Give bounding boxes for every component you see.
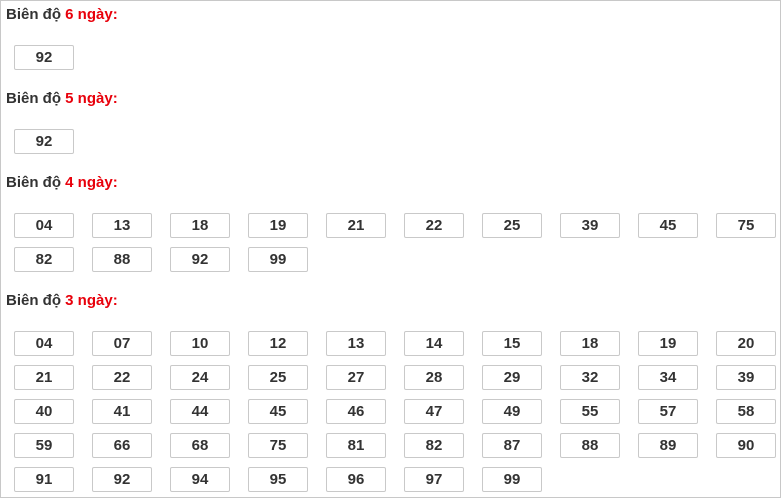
number-box: 25	[482, 213, 542, 238]
number-box: 04	[14, 213, 74, 238]
number-box: 32	[560, 365, 620, 390]
number-box: 88	[92, 247, 152, 272]
number-box: 66	[92, 433, 152, 458]
number-box: 82	[14, 247, 74, 272]
number-box: 40	[14, 399, 74, 424]
number-box: 99	[482, 467, 542, 492]
bien-do-section: Biên độ 4 ngày: 04 13 18 19 21 22 25 39 45 75 82 88 9…	[1, 174, 780, 272]
number-box: 92	[170, 247, 230, 272]
number-box: 81	[326, 433, 386, 458]
number-box: 27	[326, 365, 386, 390]
section-title-prefix: Biên độ	[6, 174, 61, 191]
number-box: 45	[248, 399, 308, 424]
bien-do-section: Biên độ 3 ngày: 04 07 10 12 13 14 15 18 19 20 21 22 2…	[1, 292, 780, 492]
section-title-prefix: Biên độ	[6, 90, 61, 107]
number-list: 04 13 18 19 21 22 25 39 45 75 82 88 92 99	[1, 213, 780, 272]
number-box: 21	[326, 213, 386, 238]
number-box: 99	[248, 247, 308, 272]
number-list: 92	[1, 45, 780, 70]
number-box: 89	[638, 433, 698, 458]
number-list: 04 07 10 12 13 14 15 18 19 20 21 22 24 25 27 28 29 32 34 39…	[1, 331, 780, 492]
number-box: 92	[14, 129, 74, 154]
number-box: 44	[170, 399, 230, 424]
number-box: 95	[248, 467, 308, 492]
number-box: 87	[482, 433, 542, 458]
number-list: 92	[1, 129, 780, 154]
sections-container: Biên độ 6 ngày: 92 Biên độ 5 ngày: 92 Biên đ…	[1, 6, 780, 492]
number-box: 41	[92, 399, 152, 424]
number-box: 55	[560, 399, 620, 424]
section-title: Biên độ 4 ngày:	[1, 174, 780, 192]
number-box: 12	[248, 331, 308, 356]
number-box: 92	[14, 45, 74, 70]
number-box: 29	[482, 365, 542, 390]
bien-do-section: Biên độ 5 ngày: 92	[1, 90, 780, 154]
number-box: 04	[14, 331, 74, 356]
section-title-days: 6 ngày:	[65, 6, 118, 23]
number-box: 82	[404, 433, 464, 458]
section-title-days: 4 ngày:	[65, 174, 118, 191]
bien-do-section: Biên độ 6 ngày: 92	[1, 6, 780, 70]
number-box: 92	[92, 467, 152, 492]
number-box: 94	[170, 467, 230, 492]
section-title-prefix: Biên độ	[6, 6, 61, 23]
number-box: 13	[326, 331, 386, 356]
number-box: 45	[638, 213, 698, 238]
number-box: 91	[14, 467, 74, 492]
number-box: 49	[482, 399, 542, 424]
number-box: 07	[92, 331, 152, 356]
number-box: 88	[560, 433, 620, 458]
number-box: 68	[170, 433, 230, 458]
number-box: 34	[638, 365, 698, 390]
number-box: 39	[716, 365, 776, 390]
section-title-days: 3 ngày:	[65, 292, 118, 309]
number-box: 19	[248, 213, 308, 238]
section-title-days: 5 ngày:	[65, 90, 118, 107]
number-box: 57	[638, 399, 698, 424]
number-box: 15	[482, 331, 542, 356]
number-box: 46	[326, 399, 386, 424]
section-title: Biên độ 3 ngày:	[1, 292, 780, 310]
number-box: 58	[716, 399, 776, 424]
number-box: 97	[404, 467, 464, 492]
section-title: Biên độ 6 ngày:	[1, 6, 780, 24]
number-box: 25	[248, 365, 308, 390]
number-box: 28	[404, 365, 464, 390]
section-title: Biên độ 5 ngày:	[1, 90, 780, 108]
number-box: 90	[716, 433, 776, 458]
number-box: 24	[170, 365, 230, 390]
number-box: 59	[14, 433, 74, 458]
number-box: 10	[170, 331, 230, 356]
number-box: 96	[326, 467, 386, 492]
number-box: 39	[560, 213, 620, 238]
number-box: 18	[170, 213, 230, 238]
number-box: 47	[404, 399, 464, 424]
number-box: 19	[638, 331, 698, 356]
number-box: 18	[560, 331, 620, 356]
section-title-prefix: Biên độ	[6, 292, 61, 309]
number-box: 13	[92, 213, 152, 238]
number-box: 75	[716, 213, 776, 238]
number-box: 14	[404, 331, 464, 356]
number-box: 20	[716, 331, 776, 356]
number-box: 22	[92, 365, 152, 390]
number-box: 21	[14, 365, 74, 390]
number-box: 75	[248, 433, 308, 458]
number-box: 22	[404, 213, 464, 238]
